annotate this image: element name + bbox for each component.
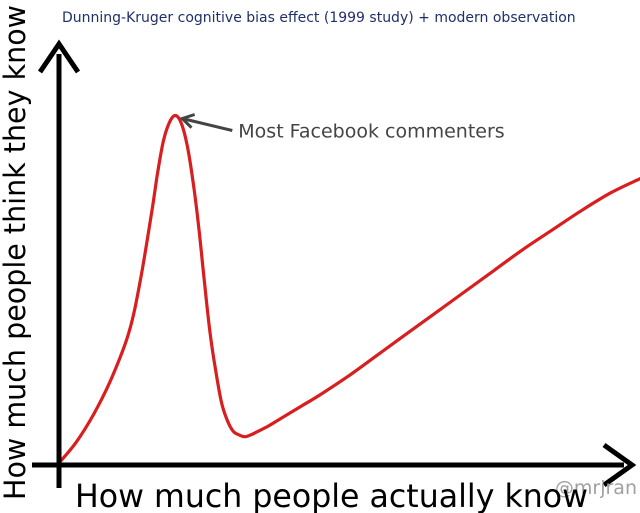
chart-title: Dunning-Kruger cognitive bias effect (19… (62, 10, 576, 26)
annotation-arrow (183, 117, 233, 132)
annotation-arrowhead (179, 113, 196, 129)
y-axis-label: How much people think they know (0, 5, 32, 500)
x-axis-label: How much people actually know (75, 477, 588, 513)
credit-watermark: @mrjran (555, 477, 637, 499)
data-line (57, 113, 640, 465)
annotation-label: Most Facebook commenters (238, 121, 504, 143)
x-axis-arrowhead (602, 442, 637, 488)
y-axis-arrowhead (37, 39, 81, 74)
